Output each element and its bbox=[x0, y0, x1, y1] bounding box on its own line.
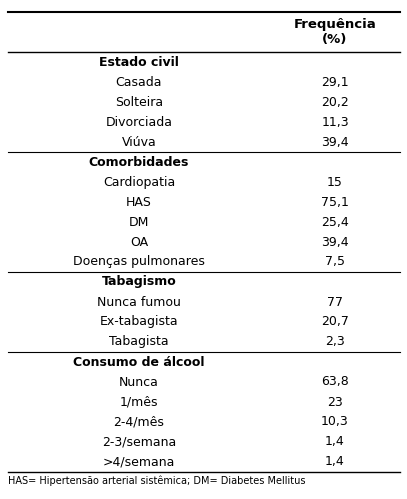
Text: Doenças pulmonares: Doenças pulmonares bbox=[73, 255, 205, 268]
Text: OA: OA bbox=[130, 236, 148, 249]
Text: 63,8: 63,8 bbox=[321, 376, 349, 389]
Text: Cardiopatia: Cardiopatia bbox=[103, 176, 175, 189]
Text: 1,4: 1,4 bbox=[325, 456, 345, 469]
Text: Estado civil: Estado civil bbox=[99, 55, 179, 68]
Text: Nunca fumou: Nunca fumou bbox=[97, 295, 181, 308]
Text: 29,1: 29,1 bbox=[321, 75, 349, 88]
Text: Divorciada: Divorciada bbox=[105, 115, 173, 129]
Text: 20,2: 20,2 bbox=[321, 95, 349, 108]
Text: Consumo de álcool: Consumo de álcool bbox=[73, 355, 205, 368]
Text: 23: 23 bbox=[327, 396, 343, 409]
Text: DM: DM bbox=[129, 216, 149, 229]
Text: 15: 15 bbox=[327, 176, 343, 189]
Text: 10,3: 10,3 bbox=[321, 416, 349, 429]
Text: Tabagismo: Tabagismo bbox=[102, 275, 176, 288]
Text: Frequência
(%): Frequência (%) bbox=[293, 18, 376, 46]
Text: Tabagista: Tabagista bbox=[109, 335, 169, 348]
Text: 39,4: 39,4 bbox=[321, 236, 349, 249]
Text: Viúva: Viúva bbox=[122, 136, 156, 149]
Text: 2-4/mês: 2-4/mês bbox=[114, 416, 164, 429]
Text: 1/mês: 1/mês bbox=[120, 396, 158, 409]
Text: 77: 77 bbox=[327, 295, 343, 308]
Text: Comorbidades: Comorbidades bbox=[89, 156, 189, 169]
Text: 75,1: 75,1 bbox=[321, 196, 349, 209]
Text: Solteira: Solteira bbox=[115, 95, 163, 108]
Text: 2-3/semana: 2-3/semana bbox=[102, 436, 176, 449]
Text: Ex-tabagista: Ex-tabagista bbox=[100, 315, 178, 328]
Text: 2,3: 2,3 bbox=[325, 335, 345, 348]
Text: Nunca: Nunca bbox=[119, 376, 159, 389]
Text: 39,4: 39,4 bbox=[321, 136, 349, 149]
Text: 11,3: 11,3 bbox=[321, 115, 349, 129]
Text: Casada: Casada bbox=[116, 75, 162, 88]
Text: HAS: HAS bbox=[126, 196, 152, 209]
Text: HAS= Hipertensão arterial sistêmica; DM= Diabetes Mellitus: HAS= Hipertensão arterial sistêmica; DM=… bbox=[8, 476, 306, 487]
Text: >4/semana: >4/semana bbox=[103, 456, 175, 469]
Text: 7,5: 7,5 bbox=[325, 255, 345, 268]
Text: 25,4: 25,4 bbox=[321, 216, 349, 229]
Text: 1,4: 1,4 bbox=[325, 436, 345, 449]
Text: 20,7: 20,7 bbox=[321, 315, 349, 328]
